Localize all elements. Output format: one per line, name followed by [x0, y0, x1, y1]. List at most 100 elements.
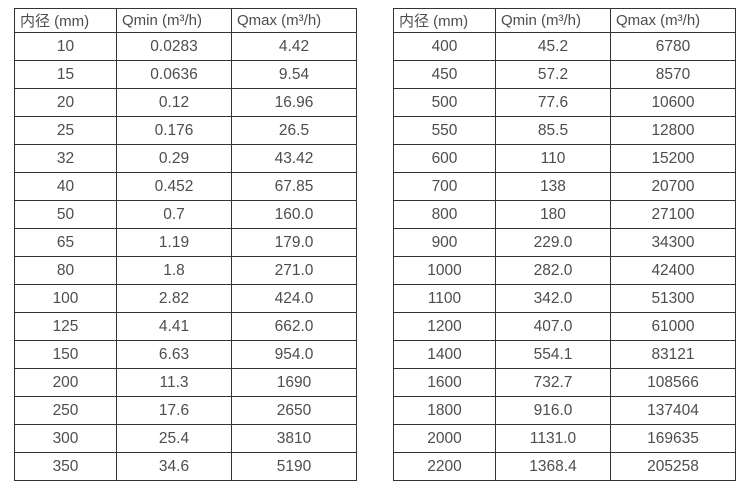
table-cell: 0.7 [116, 200, 232, 229]
table-cell: 10 [14, 32, 117, 61]
table-cell: 6780 [610, 32, 736, 61]
table-cell: 662.0 [231, 312, 357, 341]
table-cell: 25 [14, 116, 117, 145]
table-cell: 125 [14, 312, 117, 341]
table-cell: 1800 [393, 396, 496, 425]
table-row: 1100 342.0 51300 [393, 284, 736, 313]
table-cell: 110 [495, 144, 611, 173]
flow-range-table-large-diameters: 内径 (mm) Qmin (m³/h) Qmax (m³/h) 400 45.2 678… [393, 8, 736, 481]
column-header: 内径 (mm) [393, 8, 496, 33]
table-cell: 67.85 [231, 172, 357, 201]
table-cell: 732.7 [495, 368, 611, 397]
table-cell: 1100 [393, 284, 496, 313]
table-cell: 85.5 [495, 116, 611, 145]
table-cell: 34.6 [116, 452, 232, 481]
table-row: 600 110 15200 [393, 144, 736, 173]
table-row: 900 229.0 34300 [393, 228, 736, 257]
table-cell: 200 [14, 368, 117, 397]
table-cell: 20 [14, 88, 117, 117]
table-row: 50 0.7 160.0 [14, 200, 357, 229]
table-cell: 51300 [610, 284, 736, 313]
table-cell: 15200 [610, 144, 736, 173]
table-cell: 4.42 [231, 32, 357, 61]
table-row: 100 2.82 424.0 [14, 284, 357, 313]
table-cell: 450 [393, 60, 496, 89]
table-cell: 1131.0 [495, 424, 611, 453]
table-cell: 229.0 [495, 228, 611, 257]
table-cell: 407.0 [495, 312, 611, 341]
column-header: 内径 (mm) [14, 8, 117, 33]
table-cell: 550 [393, 116, 496, 145]
table-cell: 1690 [231, 368, 357, 397]
table-cell: 179.0 [231, 228, 357, 257]
table-cell: 40 [14, 172, 117, 201]
table-cell: 1000 [393, 256, 496, 285]
table-cell: 0.12 [116, 88, 232, 117]
table-row: 15 0.0636 9.54 [14, 60, 357, 89]
table-cell: 1200 [393, 312, 496, 341]
table-cell: 0.29 [116, 144, 232, 173]
table-cell: 6.63 [116, 340, 232, 369]
table-cell: 1400 [393, 340, 496, 369]
table-cell: 180 [495, 200, 611, 229]
table-row: 125 4.41 662.0 [14, 312, 357, 341]
table-cell: 0.0636 [116, 60, 232, 89]
table-row: 1200 407.0 61000 [393, 312, 736, 341]
table-cell: 282.0 [495, 256, 611, 285]
table-cell: 0.176 [116, 116, 232, 145]
table-cell: 800 [393, 200, 496, 229]
table-cell: 10600 [610, 88, 736, 117]
table-cell: 954.0 [231, 340, 357, 369]
table-row: 32 0.29 43.42 [14, 144, 357, 173]
column-header: Qmin (m³/h) [116, 8, 232, 33]
table-cell: 0.452 [116, 172, 232, 201]
table-cell: 1.19 [116, 228, 232, 257]
table-cell: 100 [14, 284, 117, 313]
table-cell: 61000 [610, 312, 736, 341]
table-cell: 424.0 [231, 284, 357, 313]
table-row: 10 0.0283 4.42 [14, 32, 357, 61]
table-row: 2000 1131.0 169635 [393, 424, 736, 453]
table-cell: 600 [393, 144, 496, 173]
table-header-row: 内径 (mm) Qmin (m³/h) Qmax (m³/h) [14, 8, 357, 33]
table-cell: 26.5 [231, 116, 357, 145]
table-cell: 108566 [610, 368, 736, 397]
table-row: 25 0.176 26.5 [14, 116, 357, 145]
table-cell: 27100 [610, 200, 736, 229]
table-cell: 137404 [610, 396, 736, 425]
table-cell: 400 [393, 32, 496, 61]
table-cell: 25.4 [116, 424, 232, 453]
table-cell: 16.96 [231, 88, 357, 117]
table-row: 150 6.63 954.0 [14, 340, 357, 369]
table-cell: 1.8 [116, 256, 232, 285]
table-cell: 50 [14, 200, 117, 229]
table-row: 500 77.6 10600 [393, 88, 736, 117]
table-cell: 250 [14, 396, 117, 425]
table-row: 65 1.19 179.0 [14, 228, 357, 257]
table-header-row: 内径 (mm) Qmin (m³/h) Qmax (m³/h) [393, 8, 736, 33]
table-cell: 83121 [610, 340, 736, 369]
table-cell: 342.0 [495, 284, 611, 313]
table-cell: 5190 [231, 452, 357, 481]
column-header: Qmin (m³/h) [495, 8, 611, 33]
table-cell: 43.42 [231, 144, 357, 173]
table-cell: 2650 [231, 396, 357, 425]
table-row: 2200 1368.4 205258 [393, 452, 736, 481]
table-cell: 2000 [393, 424, 496, 453]
table-row: 20 0.12 16.96 [14, 88, 357, 117]
column-header: Qmax (m³/h) [231, 8, 357, 33]
table-cell: 3810 [231, 424, 357, 453]
table-cell: 2.82 [116, 284, 232, 313]
table-cell: 916.0 [495, 396, 611, 425]
table-cell: 554.1 [495, 340, 611, 369]
table-row: 1800 916.0 137404 [393, 396, 736, 425]
table-cell: 1600 [393, 368, 496, 397]
table-row: 550 85.5 12800 [393, 116, 736, 145]
table-cell: 0.0283 [116, 32, 232, 61]
table-cell: 65 [14, 228, 117, 257]
table-cell: 77.6 [495, 88, 611, 117]
table-cell: 300 [14, 424, 117, 453]
table-cell: 271.0 [231, 256, 357, 285]
table-row: 400 45.2 6780 [393, 32, 736, 61]
table-row: 40 0.452 67.85 [14, 172, 357, 201]
